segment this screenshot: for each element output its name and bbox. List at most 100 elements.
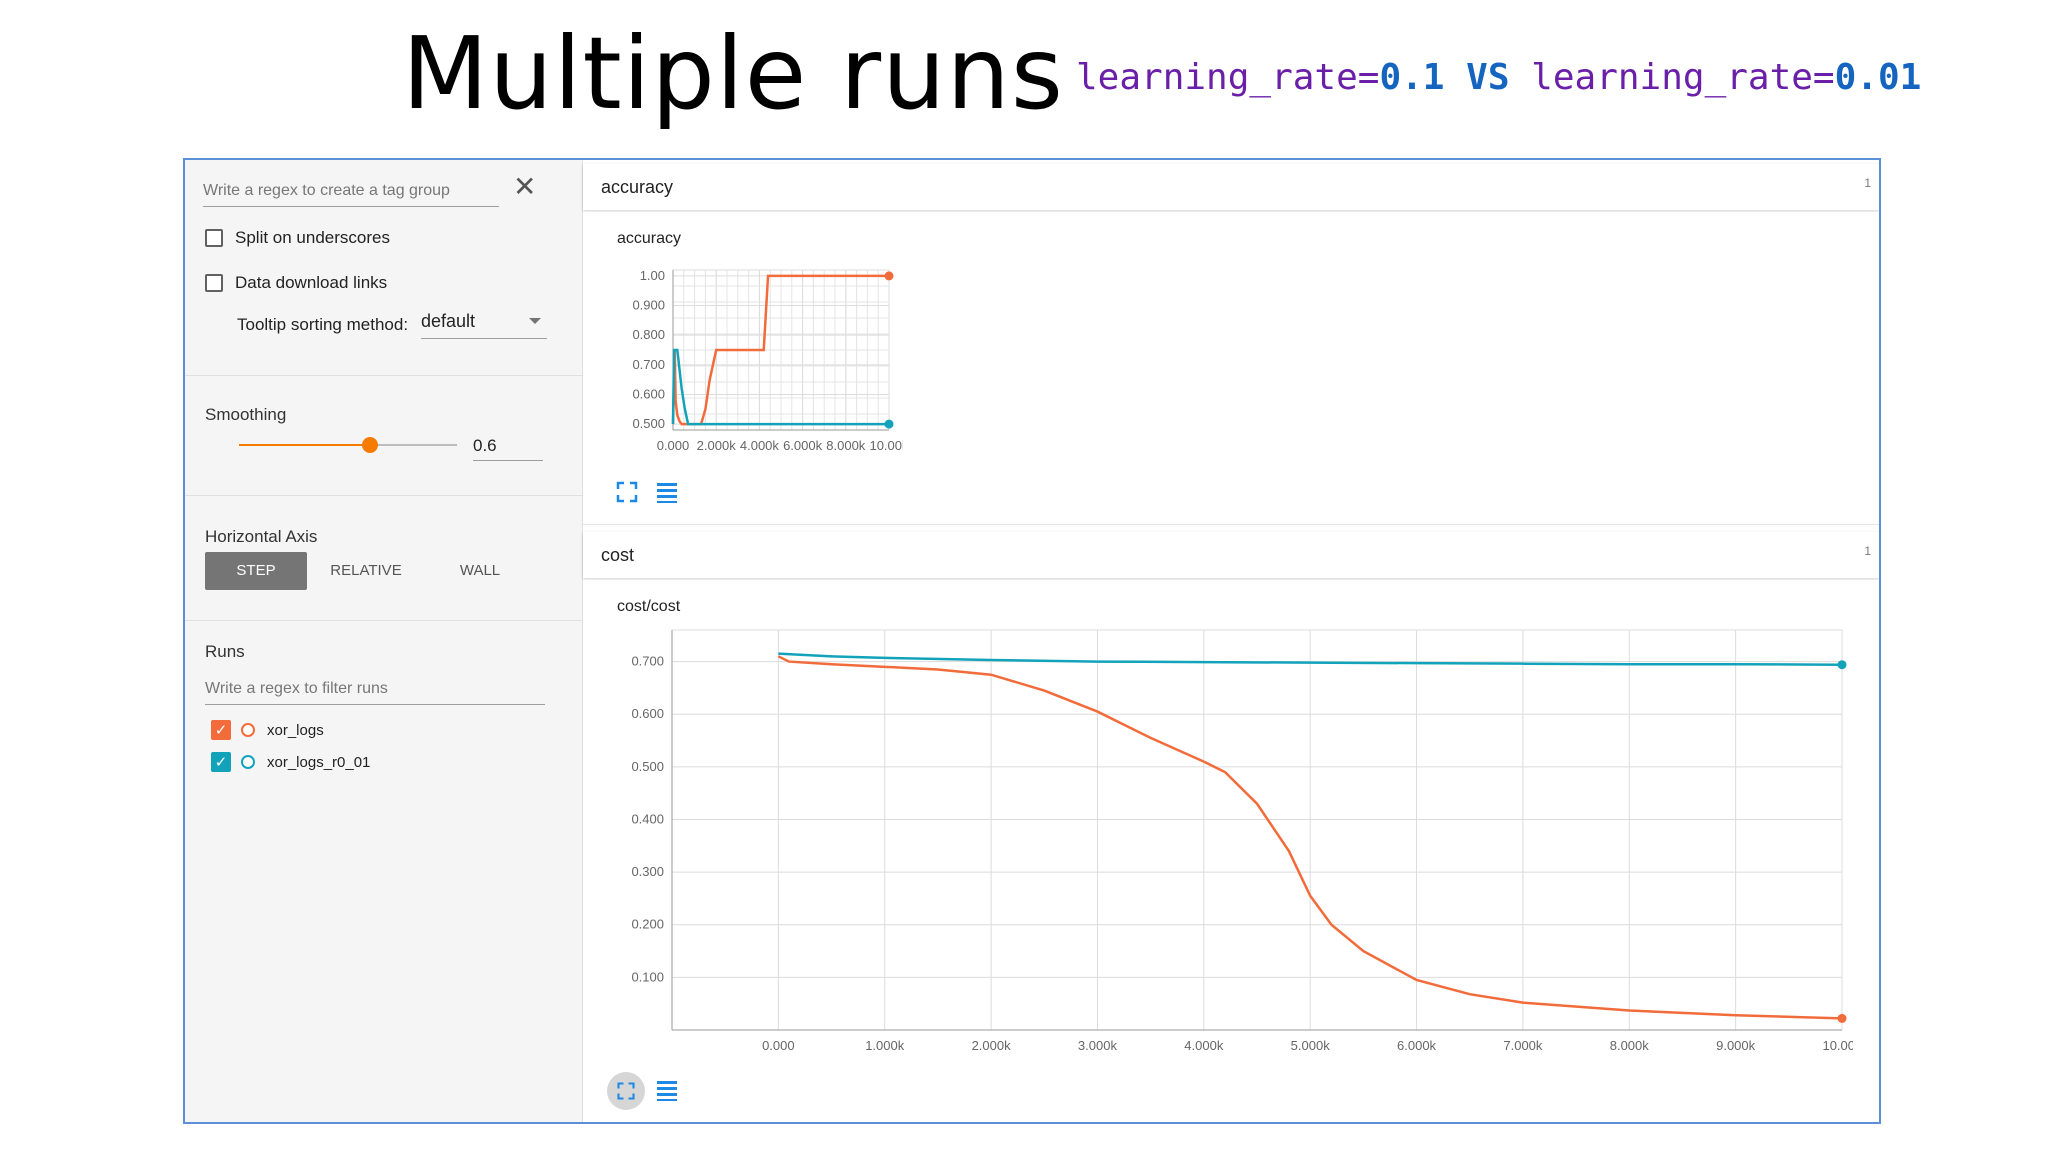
series-endpoint <box>1837 660 1847 670</box>
series-line-xor-logs <box>777 655 1843 1020</box>
fullscreen-icon[interactable] <box>615 480 639 504</box>
run-name: xor_logs_r0_01 <box>267 753 371 771</box>
tooltip-sorting-select[interactable]: default <box>421 308 547 339</box>
x-tick-label: 2.000k <box>697 438 737 453</box>
tag-options-section: ✕ Split on underscores Data download lin… <box>185 160 582 376</box>
category-header-accuracy[interactable]: accuracy 1 <box>583 164 1879 210</box>
category-count: 1 <box>1864 176 1871 190</box>
x-tick-label: 2.000k <box>972 1038 1012 1053</box>
data-download-checkbox[interactable] <box>205 274 223 292</box>
plot-area <box>671 629 1843 1031</box>
x-tick-label: 7.000k <box>1503 1038 1543 1053</box>
x-tick-label: 4.000k <box>1184 1038 1224 1053</box>
series-endpoint <box>884 419 894 429</box>
x-tick-label: 0.000 <box>762 1038 795 1053</box>
slide-title: Multiple runs <box>402 15 1064 132</box>
series-line-xor-logs-r0-01 <box>671 348 889 426</box>
split-underscores-option[interactable]: Split on underscores <box>205 228 390 248</box>
series-line-xor-logs-r0-01 <box>778 652 1843 666</box>
cost-section-body: cost/cost 0.000 1.000k 2.000k 3.000k 4.000k 5… <box>583 580 1879 1122</box>
sidebar: ✕ Split on underscores Data download lin… <box>185 160 583 1122</box>
run-color-dot <box>241 755 255 769</box>
fullscreen-button[interactable] <box>607 1072 645 1110</box>
split-underscores-label: Split on underscores <box>235 228 390 247</box>
chart-title-cost: cost/cost <box>617 598 681 615</box>
category-count: 1 <box>1864 544 1871 558</box>
run-item-xor-logs-r0-01[interactable]: ✓ xor_logs_r0_01 <box>211 752 370 772</box>
run-color-dot <box>241 723 255 737</box>
category-header-cost[interactable]: cost 1 <box>583 532 1879 578</box>
y-tick-label: 0.900 <box>632 298 665 313</box>
axis-step-button[interactable]: STEP <box>205 552 307 590</box>
smoothing-slider-knob[interactable] <box>361 437 378 453</box>
cost-chart[interactable]: 0.000 1.000k 2.000k 3.000k 4.000k 5.000k 6.000… <box>603 620 1853 1060</box>
fullscreen-icon <box>617 1082 635 1100</box>
data-download-option[interactable]: Data download links <box>205 273 387 293</box>
y-tick-label: 0.500 <box>631 759 664 774</box>
subtitle-val2: 0.01 <box>1834 57 1922 98</box>
subtitle-part2: learning_rate= <box>1531 57 1835 98</box>
smoothing-value-input[interactable]: 0.6 <box>473 434 543 461</box>
accuracy-section-body: accuracy 0.000 2.000k 4.000k 6.000k 8.000k 10… <box>583 212 1879 525</box>
smoothing-slider-fill <box>239 444 370 446</box>
subtitle-val1: 0.1 <box>1379 57 1445 98</box>
series-line-xor-logs <box>671 274 889 426</box>
data-download-label: Data download links <box>235 273 388 292</box>
y-tick-label: 0.800 <box>632 327 665 342</box>
y-tick-label: 0.200 <box>631 917 664 932</box>
chart-title-accuracy: accuracy <box>617 230 682 247</box>
close-icon[interactable]: ✕ <box>513 171 537 202</box>
data-table-icon[interactable] <box>655 480 679 504</box>
run-checkbox-xor-logs-r0-01[interactable]: ✓ <box>211 752 231 772</box>
y-tick-label: 0.700 <box>631 654 664 669</box>
axis-wall-button[interactable]: WALL <box>459 562 501 579</box>
y-tick-label: 0.600 <box>632 386 665 401</box>
y-tick-label: 1.00 <box>640 268 665 283</box>
x-tick-label: 0.000 <box>657 438 690 453</box>
horizontal-axis-label: Horizontal Axis <box>205 527 318 546</box>
category-name: accuracy <box>601 177 674 197</box>
slide-subtitle: learning_rate=0.1 VS learning_rate=0.01 <box>1076 56 1921 100</box>
subtitle-part1: learning_rate= <box>1076 57 1380 98</box>
x-tick-label: 6.000k <box>1397 1038 1437 1053</box>
runs-filter-input[interactable] <box>205 674 545 705</box>
smoothing-label: Smoothing <box>205 405 287 424</box>
chevron-down-icon <box>529 318 541 324</box>
x-tick-label: 10.00k <box>869 438 903 453</box>
smoothing-slider[interactable] <box>239 437 457 453</box>
x-tick-label: 10.00k <box>1822 1038 1853 1053</box>
y-tick-label: 0.300 <box>631 864 664 879</box>
series-endpoint <box>884 271 894 281</box>
y-tick-label: 0.100 <box>631 969 664 984</box>
x-tick-label: 8.000k <box>1610 1038 1650 1053</box>
x-tick-label: 6.000k <box>783 438 823 453</box>
tooltip-sorting-label: Tooltip sorting method: <box>237 315 409 334</box>
x-tick-label: 1.000k <box>865 1038 905 1053</box>
main-panel: accuracy 1 accuracy 0.000 2.000k 4.000k 6.0… <box>583 160 1879 1122</box>
subtitle-vs: VS <box>1444 57 1532 98</box>
x-tick-label: 8.000k <box>826 438 866 453</box>
category-name: cost <box>601 545 635 565</box>
y-tick-label: 0.500 <box>632 416 665 431</box>
y-tick-label: 0.400 <box>631 811 664 826</box>
data-table-icon[interactable] <box>655 1078 679 1102</box>
x-tick-label: 3.000k <box>1078 1038 1118 1053</box>
x-tick-label: 4.000k <box>740 438 780 453</box>
run-checkbox-xor-logs[interactable]: ✓ <box>211 720 231 740</box>
series-endpoint <box>1837 1013 1847 1023</box>
tensorboard-window: ✕ Split on underscores Data download lin… <box>183 158 1881 1124</box>
tooltip-sorting-value: default <box>421 311 476 331</box>
x-tick-label: 5.000k <box>1291 1038 1331 1053</box>
x-tick-label: 9.000k <box>1716 1038 1756 1053</box>
split-underscores-checkbox[interactable] <box>205 229 223 247</box>
run-name: xor_logs <box>267 721 324 739</box>
smoothing-section: Smoothing <box>185 375 582 496</box>
check-icon: ✓ <box>214 722 228 739</box>
horizontal-axis-section: Horizontal Axis <box>185 495 582 621</box>
axis-relative-button[interactable]: RELATIVE <box>330 562 402 579</box>
tag-regex-input[interactable] <box>203 176 499 207</box>
run-item-xor-logs[interactable]: ✓ xor_logs <box>211 720 324 740</box>
runs-label: Runs <box>205 642 245 661</box>
y-tick-label: 0.700 <box>632 357 665 372</box>
